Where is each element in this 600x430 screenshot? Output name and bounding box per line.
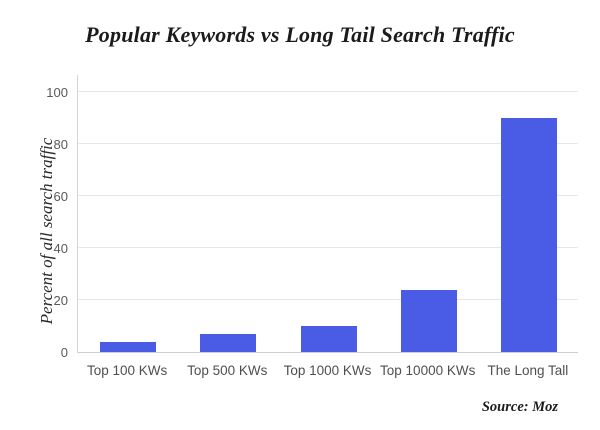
bar-2 bbox=[200, 333, 257, 352]
x-tick-label-4: Top 10000 KWs bbox=[380, 363, 476, 378]
y-tick-label-80: 80 bbox=[53, 137, 68, 153]
y-tick-label-100: 100 bbox=[46, 85, 68, 101]
x-tick-label-5: The Long Tall bbox=[487, 363, 569, 378]
x-tick-label-1: Top 100 KWs bbox=[86, 363, 168, 378]
gridline-60 bbox=[78, 195, 578, 197]
y-tick-label-20: 20 bbox=[53, 293, 68, 309]
y-tick-label-0: 0 bbox=[60, 345, 68, 360]
gridline-40 bbox=[78, 247, 578, 249]
chart-title: Popular Keywords vs Long Tail Search Tra… bbox=[85, 22, 515, 47]
y-tick-label-60: 60 bbox=[53, 189, 68, 205]
x-tick-label-2: Top 500 KWs bbox=[187, 363, 268, 378]
x-tick-label-3: Top 1000 KWs bbox=[283, 363, 372, 378]
source-attribution: Source: Moz bbox=[481, 399, 558, 415]
bar-1 bbox=[100, 341, 157, 352]
bar-3 bbox=[300, 326, 357, 352]
y-tick-label-40: 40 bbox=[53, 241, 68, 257]
bar-5 bbox=[500, 118, 557, 352]
bar-4 bbox=[400, 289, 457, 352]
gridline-80 bbox=[78, 143, 578, 145]
gridline-20 bbox=[78, 299, 578, 301]
gridline-100 bbox=[78, 91, 578, 93]
plot-area bbox=[77, 75, 578, 353]
